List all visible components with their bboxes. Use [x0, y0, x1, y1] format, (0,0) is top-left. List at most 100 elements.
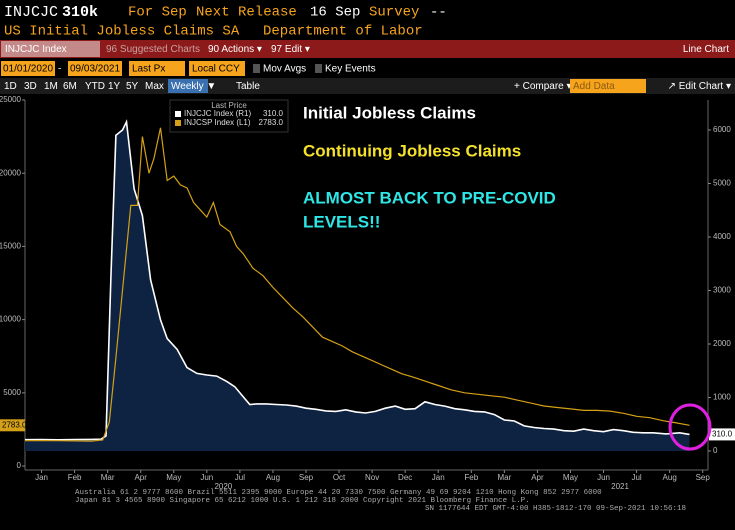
key-events[interactable]: Key Events [325, 64, 376, 75]
range-button[interactable]: Max [145, 81, 164, 92]
end-date: 09/03/2021 [70, 64, 120, 75]
checkbox[interactable] [315, 64, 322, 73]
ticker: INJCJC [4, 4, 58, 21]
x-tick-label: Jun [200, 473, 213, 482]
annotation: ALMOST BACK TO PRE-COVID [303, 188, 556, 207]
x-tick-label: Oct [333, 473, 346, 482]
range-buttons: 1D 3D 1M 6M YTD 1Y 5Y Max [4, 81, 164, 92]
legend-value: 310.0 [263, 109, 284, 118]
x-tick-label: Aug [266, 473, 280, 482]
actions-menu[interactable]: 90 Actions ▾ [208, 44, 262, 55]
y-tick-label: 15000 [0, 242, 22, 251]
description: US Initial Jobless Claims SA [4, 24, 240, 40]
add-data: Add Data [573, 81, 615, 92]
x-tick-label: May [166, 473, 181, 482]
edit-chart[interactable]: ↗ Edit Chart ▾ [668, 81, 731, 92]
x-tick-label: Aug [663, 473, 677, 482]
range-button[interactable]: 6M [63, 81, 77, 92]
frequency-field[interactable] [168, 79, 208, 93]
survey-value: -- [430, 5, 447, 21]
x-tick-label: Sep [299, 473, 314, 482]
mov-avgs[interactable]: Mov Avgs [263, 64, 306, 75]
x-tick-label: Sep [696, 473, 711, 482]
footer-line: SN 1177644 EDT GMT-4:00 H385-1812-170 09… [425, 505, 686, 513]
x-tick-label: Jan [35, 473, 48, 482]
y-tick-label: 20000 [0, 168, 22, 177]
last-value-tag [0, 419, 25, 432]
y2-tick-label: 4000 [713, 232, 731, 241]
legend-swatch [175, 120, 181, 126]
currency: Local CCY [192, 64, 240, 75]
legend-box [169, 99, 289, 133]
edit-menu[interactable]: 97 Edit ▾ [271, 44, 310, 55]
range-button[interactable]: 3D [24, 81, 37, 92]
range-button[interactable]: 1Y [108, 81, 121, 92]
x-tick-label: May [563, 473, 578, 482]
x-tick-label: Jul [235, 473, 245, 482]
x-tick-label: Apr [134, 473, 147, 482]
x-tick-label: Dec [398, 473, 412, 482]
series-line [25, 127, 690, 442]
currency-select[interactable] [189, 61, 245, 76]
range-button[interactable]: YTD [85, 81, 105, 92]
range-button[interactable]: 5Y [126, 81, 139, 92]
x-tick-label: Jun [597, 473, 610, 482]
checkbox[interactable] [253, 64, 260, 73]
last-value-label: 310.0 [712, 430, 733, 439]
date-separator: - [58, 64, 61, 75]
legend-value: 2783.0 [259, 118, 284, 127]
headline-value: 310k [62, 4, 98, 21]
x-tick-label: Mar [497, 473, 511, 482]
table-button[interactable]: Table [236, 81, 260, 92]
highlight-circle [668, 403, 712, 451]
y-tick-label: 10000 [0, 315, 22, 324]
source: Department of Labor [263, 24, 423, 40]
range-button[interactable]: 1D [4, 81, 17, 92]
survey-label: Survey [369, 5, 419, 21]
x-tick-label: Mar [101, 473, 115, 482]
frequency: Weekly ▼ [171, 81, 216, 92]
x-tick-label: Feb [464, 473, 478, 482]
year-label: 2020 [214, 482, 232, 491]
legend-swatch [175, 111, 181, 117]
security-field[interactable] [1, 41, 100, 57]
footer-line: Australia 61 2 9777 8600 Brazil 5511 239… [75, 489, 602, 497]
field: Last Px [132, 64, 165, 75]
start-date-field[interactable] [1, 61, 55, 76]
x-tick-label: Jul [631, 473, 641, 482]
x-tick-label: Jan [432, 473, 445, 482]
chart: 0 5000 10000 15000 20000 25000 0 1000 2000 3000 40… [0, 95, 735, 491]
field-select[interactable] [129, 61, 185, 76]
next-release-label: Next Release [196, 5, 297, 21]
annotation: Continuing Jobless Claims [303, 141, 521, 160]
x-tick-label: Nov [365, 473, 379, 482]
period: For Sep [128, 5, 187, 21]
last-value-label: 2783.0 [2, 420, 27, 429]
y2-tick-label: 0 [713, 446, 718, 455]
range-button[interactable]: 1M [44, 81, 58, 92]
y2-tick-label: 3000 [713, 286, 731, 295]
next-release-date: 16 Sep [310, 5, 360, 21]
footer-line: Japan 81 3 4565 8900 Singapore 65 6212 1… [75, 497, 530, 505]
y-tick-label: 0 [17, 461, 22, 470]
security: INJCJC Index [5, 44, 67, 55]
x-tick-label: Feb [68, 473, 82, 482]
legend-entry: INJCSP Index (L1) [184, 118, 251, 127]
x-tick-label: Apr [531, 473, 544, 482]
y-tick-label: 25000 [0, 95, 22, 104]
suggested-charts[interactable]: 96 Suggested Charts [106, 44, 200, 55]
y2-tick-label: 1000 [713, 393, 731, 402]
annotation: LEVELS!! [303, 212, 380, 231]
command-bar [0, 40, 735, 58]
year-label: 2021 [611, 482, 629, 491]
add-data-field[interactable] [570, 79, 646, 93]
legend: INJCJC Index (R1) 310.0 INJCSP Index (L1) 2… [175, 109, 284, 127]
compare-button[interactable]: + Compare ▾ [514, 81, 572, 92]
y2-tick-label: 5000 [713, 179, 731, 188]
end-date-field[interactable] [68, 61, 122, 76]
legend-entry: INJCJC Index (R1) [184, 109, 251, 118]
chart-type: Line Chart [683, 44, 729, 55]
series-line [24, 119, 690, 441]
y-tick-label: 5000 [3, 388, 21, 397]
